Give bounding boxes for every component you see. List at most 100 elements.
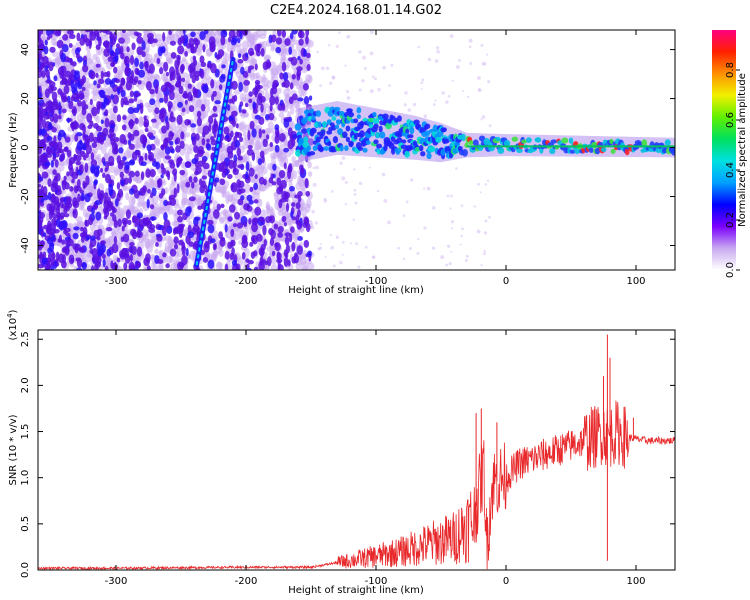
band-cell bbox=[322, 121, 327, 128]
noise-blob bbox=[60, 198, 64, 209]
noise-cell bbox=[292, 170, 298, 180]
noise-blob bbox=[81, 99, 87, 111]
noise-blob bbox=[176, 209, 183, 216]
noise-blob bbox=[154, 107, 160, 115]
noise-blob bbox=[120, 97, 124, 108]
noise-blob bbox=[110, 49, 115, 57]
noise-blob bbox=[230, 229, 235, 238]
noise-cell bbox=[181, 198, 186, 206]
snr-y-ticks: 0.0 0.5 1.0 1.5 2.0 2.5 bbox=[20, 331, 675, 578]
noise-blob bbox=[234, 211, 240, 220]
spectrogram-plot-area bbox=[38, 30, 675, 270]
sparse-dot bbox=[486, 53, 489, 56]
noise-blob bbox=[176, 54, 181, 61]
noise-blob bbox=[162, 32, 166, 42]
noise-blob bbox=[134, 149, 141, 156]
noise-blob bbox=[176, 183, 180, 194]
noise-blob bbox=[149, 168, 156, 178]
noise-blob bbox=[123, 100, 130, 106]
colorbar-label: Normalized spectral amplitude bbox=[737, 73, 748, 227]
noise-blob bbox=[71, 86, 77, 94]
noise-cell bbox=[243, 83, 249, 93]
sparse-dot bbox=[369, 30, 374, 34]
noise-blob bbox=[291, 30, 298, 35]
noise-blob bbox=[129, 264, 136, 270]
colorbar-tick-label: 0.4 bbox=[725, 162, 736, 178]
noise-blob bbox=[80, 226, 84, 232]
y-tick-label: 1.5 bbox=[20, 424, 31, 440]
noise-blob bbox=[271, 83, 278, 90]
noise-cell bbox=[63, 159, 69, 166]
noise-cell bbox=[115, 239, 122, 246]
noise-blob bbox=[185, 206, 191, 217]
noise-blob bbox=[163, 61, 169, 72]
noise-cell bbox=[59, 160, 65, 172]
noise-blob bbox=[202, 256, 209, 263]
band-cell bbox=[345, 136, 351, 143]
sparse-dot bbox=[462, 90, 465, 93]
noise-blob bbox=[298, 38, 304, 46]
noise-blob bbox=[194, 75, 200, 82]
sparse-dot bbox=[390, 63, 394, 67]
sparse-dot bbox=[421, 78, 425, 82]
band-cell bbox=[335, 119, 342, 125]
noise-cell bbox=[98, 144, 103, 151]
noise-blob bbox=[104, 265, 109, 270]
noise-cell bbox=[202, 90, 208, 102]
sparse-dot bbox=[446, 244, 451, 248]
sparse-dot bbox=[353, 168, 356, 171]
noise-blob bbox=[61, 239, 66, 245]
noise-blob bbox=[284, 38, 291, 46]
noise-blob bbox=[200, 103, 206, 112]
noise-blob bbox=[139, 187, 146, 196]
noise-blob bbox=[59, 91, 64, 98]
noise-blob bbox=[273, 223, 279, 230]
snr-frame bbox=[37, 329, 676, 571]
noise-blob bbox=[197, 145, 204, 153]
noise-blob bbox=[238, 104, 242, 113]
band-cell bbox=[401, 139, 407, 144]
noise-blob bbox=[230, 182, 238, 193]
noise-cell bbox=[241, 40, 249, 51]
noise-blob bbox=[237, 198, 244, 206]
noise-blob bbox=[165, 263, 170, 269]
band-cell bbox=[671, 148, 675, 156]
noise-blob bbox=[297, 56, 301, 61]
noise-blob bbox=[226, 104, 231, 111]
band-cell bbox=[424, 123, 431, 129]
sparse-dot bbox=[376, 189, 380, 193]
sparse-dot bbox=[339, 161, 343, 165]
noise-blob bbox=[86, 138, 90, 146]
noise-blob bbox=[51, 100, 59, 111]
noise-blob bbox=[258, 128, 262, 139]
band-cell bbox=[376, 143, 383, 149]
noise-blob bbox=[169, 71, 176, 81]
noise-cell bbox=[204, 74, 211, 81]
sparse-dot bbox=[449, 34, 454, 39]
sparse-dot bbox=[353, 188, 357, 192]
band-cell bbox=[588, 147, 594, 153]
noise-blob bbox=[168, 130, 174, 141]
noise-blob bbox=[42, 251, 47, 260]
snr-y-label: SNR (10 * v/v) bbox=[8, 414, 19, 485]
noise-blob bbox=[202, 44, 206, 53]
noise-blob bbox=[97, 249, 103, 257]
noise-blob bbox=[69, 185, 74, 192]
sparse-dot bbox=[344, 180, 348, 184]
noise-blob bbox=[214, 100, 222, 105]
noise-blob bbox=[38, 222, 43, 230]
noise-blob bbox=[237, 53, 242, 59]
noise-blob bbox=[122, 233, 130, 243]
noise-blob bbox=[237, 59, 244, 64]
noise-blob bbox=[131, 245, 137, 255]
noise-cell bbox=[189, 162, 197, 171]
noise-blob bbox=[149, 216, 157, 221]
sparse-dot bbox=[368, 166, 371, 169]
noise-cell bbox=[144, 102, 151, 108]
noise-blob bbox=[46, 36, 51, 41]
noise-cell bbox=[251, 58, 258, 66]
sparse-dot bbox=[329, 81, 333, 86]
noise-blob bbox=[206, 63, 213, 69]
noise-blob bbox=[99, 167, 104, 173]
noise-blob bbox=[46, 30, 51, 37]
